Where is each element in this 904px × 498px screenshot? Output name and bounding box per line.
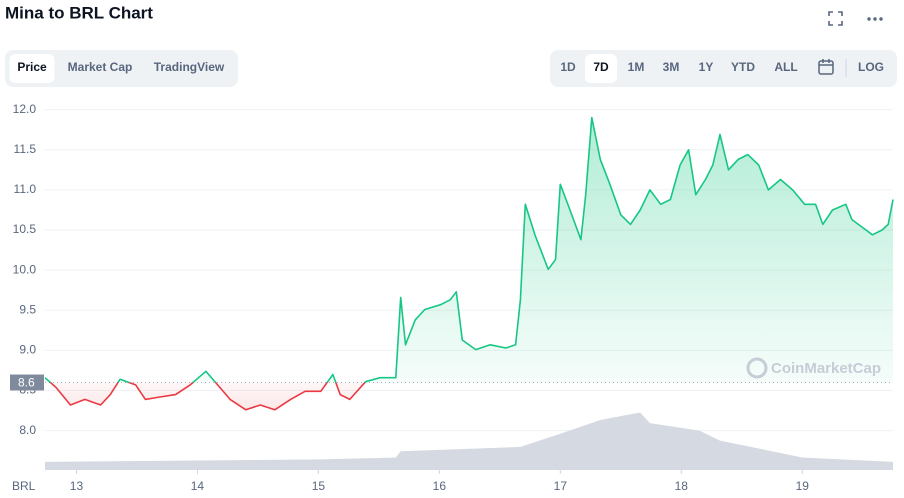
tabs-bg xyxy=(5,50,238,87)
active-tab-bg xyxy=(9,54,55,83)
range-button[interactable]: 1M xyxy=(628,60,645,74)
active-range-bg xyxy=(585,54,617,83)
y-tick-label: 10.0 xyxy=(13,262,37,276)
range-button[interactable]: 1Y xyxy=(699,60,714,74)
range-button[interactable]: YTD xyxy=(731,60,755,74)
price-line xyxy=(44,116,894,411)
y-tick-label: 9.5 xyxy=(19,302,36,316)
y-tick-label: 10.5 xyxy=(13,222,37,236)
tab[interactable]: TradingView xyxy=(154,60,225,74)
range-button[interactable]: 1D xyxy=(560,60,576,74)
x-tick-label: 13 xyxy=(70,479,84,493)
y-tick-label: 8.0 xyxy=(19,423,36,437)
x-tick-label: 18 xyxy=(675,479,689,493)
x-tick-label: 15 xyxy=(312,479,326,493)
tab[interactable]: Price xyxy=(17,60,47,74)
y-tick-label: 11.5 xyxy=(14,142,37,156)
watermark: CoinMarketCap xyxy=(771,360,881,377)
x-tick-label: 16 xyxy=(433,479,447,493)
baseline-label: 8.6 xyxy=(18,376,35,390)
range-button[interactable]: 7D xyxy=(593,60,609,74)
watermark-logo xyxy=(746,357,768,379)
ranges-bg xyxy=(550,50,897,87)
fullscreen-icon[interactable] xyxy=(828,11,843,26)
x-tick-label: 14 xyxy=(191,479,205,493)
price-area xyxy=(45,117,893,410)
tab[interactable]: Market Cap xyxy=(68,60,133,74)
y-tick-label: 9.0 xyxy=(19,343,36,357)
x-tick-label: 17 xyxy=(554,479,568,493)
range-button[interactable]: ALL xyxy=(774,60,797,74)
y-tick-label: 11.0 xyxy=(14,182,37,196)
baseline-marker xyxy=(10,374,44,391)
log-button[interactable]: LOG xyxy=(858,60,884,74)
x-tick-label: 19 xyxy=(796,479,810,493)
y-tick-label: 12.0 xyxy=(13,102,37,116)
calendar-icon[interactable] xyxy=(818,59,834,75)
chart-title: Mina to BRL Chart xyxy=(5,3,153,22)
more-icon[interactable] xyxy=(867,17,883,21)
volume-area xyxy=(45,412,893,470)
x-axis-label: BRL xyxy=(12,479,36,493)
range-button[interactable]: 3M xyxy=(663,60,680,74)
